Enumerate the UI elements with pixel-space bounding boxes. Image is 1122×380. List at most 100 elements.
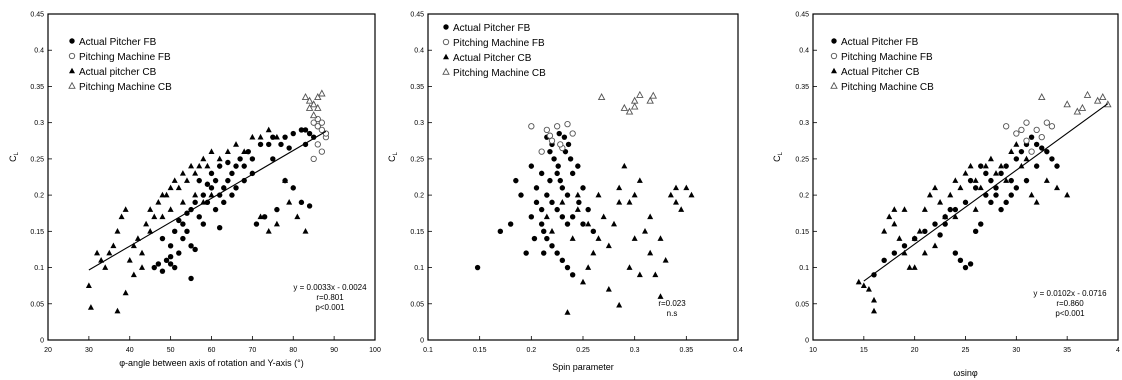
data-point <box>274 206 280 213</box>
y-tick-label: 0.4 <box>414 48 424 55</box>
data-point <box>192 191 199 198</box>
data-point <box>662 257 669 263</box>
data-point <box>1013 141 1020 147</box>
data-point <box>139 264 146 270</box>
data-point <box>513 177 519 184</box>
data-point <box>245 148 251 155</box>
legend-marker <box>68 52 76 60</box>
data-point <box>180 221 186 227</box>
data-point <box>967 162 974 169</box>
legend-label: Actual Pitcher FB <box>453 23 531 34</box>
data-point <box>176 217 182 224</box>
data-point <box>318 148 326 155</box>
data-point <box>1037 93 1046 101</box>
data-point <box>595 191 602 198</box>
data-point <box>229 192 235 198</box>
data-point <box>952 206 959 213</box>
data-point <box>1003 199 1009 206</box>
data-point <box>543 126 550 134</box>
data-point <box>871 307 877 314</box>
data-point <box>998 206 1004 213</box>
data-point <box>310 155 317 163</box>
x-tick-label: 40 <box>126 347 134 354</box>
data-point <box>1078 103 1087 111</box>
y-tick-label: 0.4 <box>799 48 809 55</box>
series-1 <box>474 130 597 278</box>
data-point <box>298 199 305 206</box>
data-point <box>171 177 178 183</box>
data-point <box>110 242 117 249</box>
data-point <box>982 162 989 169</box>
data-point <box>621 162 628 169</box>
data-point <box>932 184 938 191</box>
data-point <box>474 264 481 271</box>
series-2 <box>310 115 330 163</box>
data-point <box>261 214 268 220</box>
data-point <box>151 213 158 220</box>
x-tick-label: 90 <box>330 347 338 354</box>
data-point <box>549 199 555 206</box>
legend: Actual Pitcher FB Pitching Machine FB Actu… <box>68 37 172 93</box>
data-point <box>273 220 280 227</box>
x-tick-label: 0.1 <box>423 347 433 354</box>
data-point <box>569 170 576 177</box>
data-point <box>580 185 586 191</box>
data-point <box>200 199 207 205</box>
data-point <box>1063 100 1071 108</box>
data-point <box>314 141 321 148</box>
data-point <box>314 93 322 101</box>
data-point <box>575 163 581 169</box>
data-point <box>921 249 928 256</box>
data-point <box>952 177 959 183</box>
y-tick-label: 0.4 <box>34 48 44 55</box>
data-point <box>554 250 560 256</box>
legend-marker <box>830 52 838 60</box>
x-tick-label: 25 <box>962 347 970 354</box>
data-point <box>538 148 545 155</box>
data-point <box>921 206 928 212</box>
x-tick-label: 4 <box>1116 347 1120 354</box>
data-point <box>305 96 314 104</box>
data-point <box>559 199 566 205</box>
data-point <box>616 301 623 308</box>
data-point <box>237 156 243 162</box>
data-point <box>541 228 547 235</box>
y-tick-label: 0.25 <box>795 156 809 163</box>
data-point <box>1033 126 1040 134</box>
data-point <box>906 264 913 270</box>
data-point <box>865 285 872 292</box>
y-axis-label: CL <box>8 151 20 162</box>
data-point <box>310 134 317 140</box>
data-point <box>270 134 276 140</box>
legend-label: Actual Pitcher FB <box>79 37 157 48</box>
x-tick-label: 50 <box>167 347 175 354</box>
data-point <box>556 130 562 137</box>
data-point <box>167 261 174 267</box>
data-point <box>533 199 540 206</box>
data-point <box>1003 163 1009 169</box>
data-point <box>983 170 989 177</box>
data-point <box>538 206 545 213</box>
series-1 <box>151 127 317 282</box>
data-point <box>87 304 94 310</box>
data-point <box>544 192 550 198</box>
data-point <box>646 96 654 104</box>
data-point <box>273 133 280 140</box>
data-point <box>590 249 597 256</box>
data-point <box>528 123 535 130</box>
data-point <box>1038 134 1045 141</box>
data-point <box>216 155 223 162</box>
data-point <box>549 243 555 249</box>
series-2 <box>1003 119 1056 155</box>
data-point <box>249 133 256 140</box>
data-point <box>952 250 959 256</box>
data-point <box>184 228 190 235</box>
x-tick-label: 70 <box>248 347 256 354</box>
legend-label: Pitching Machine CB <box>841 82 934 93</box>
data-point <box>270 156 276 162</box>
series-1 <box>871 134 1060 278</box>
stats-annotation: r=0.023 <box>658 299 686 308</box>
x-axis-label: φ-angle between axis of rotation and Y-a… <box>119 358 304 368</box>
y-tick-label: 0.45 <box>30 12 44 19</box>
